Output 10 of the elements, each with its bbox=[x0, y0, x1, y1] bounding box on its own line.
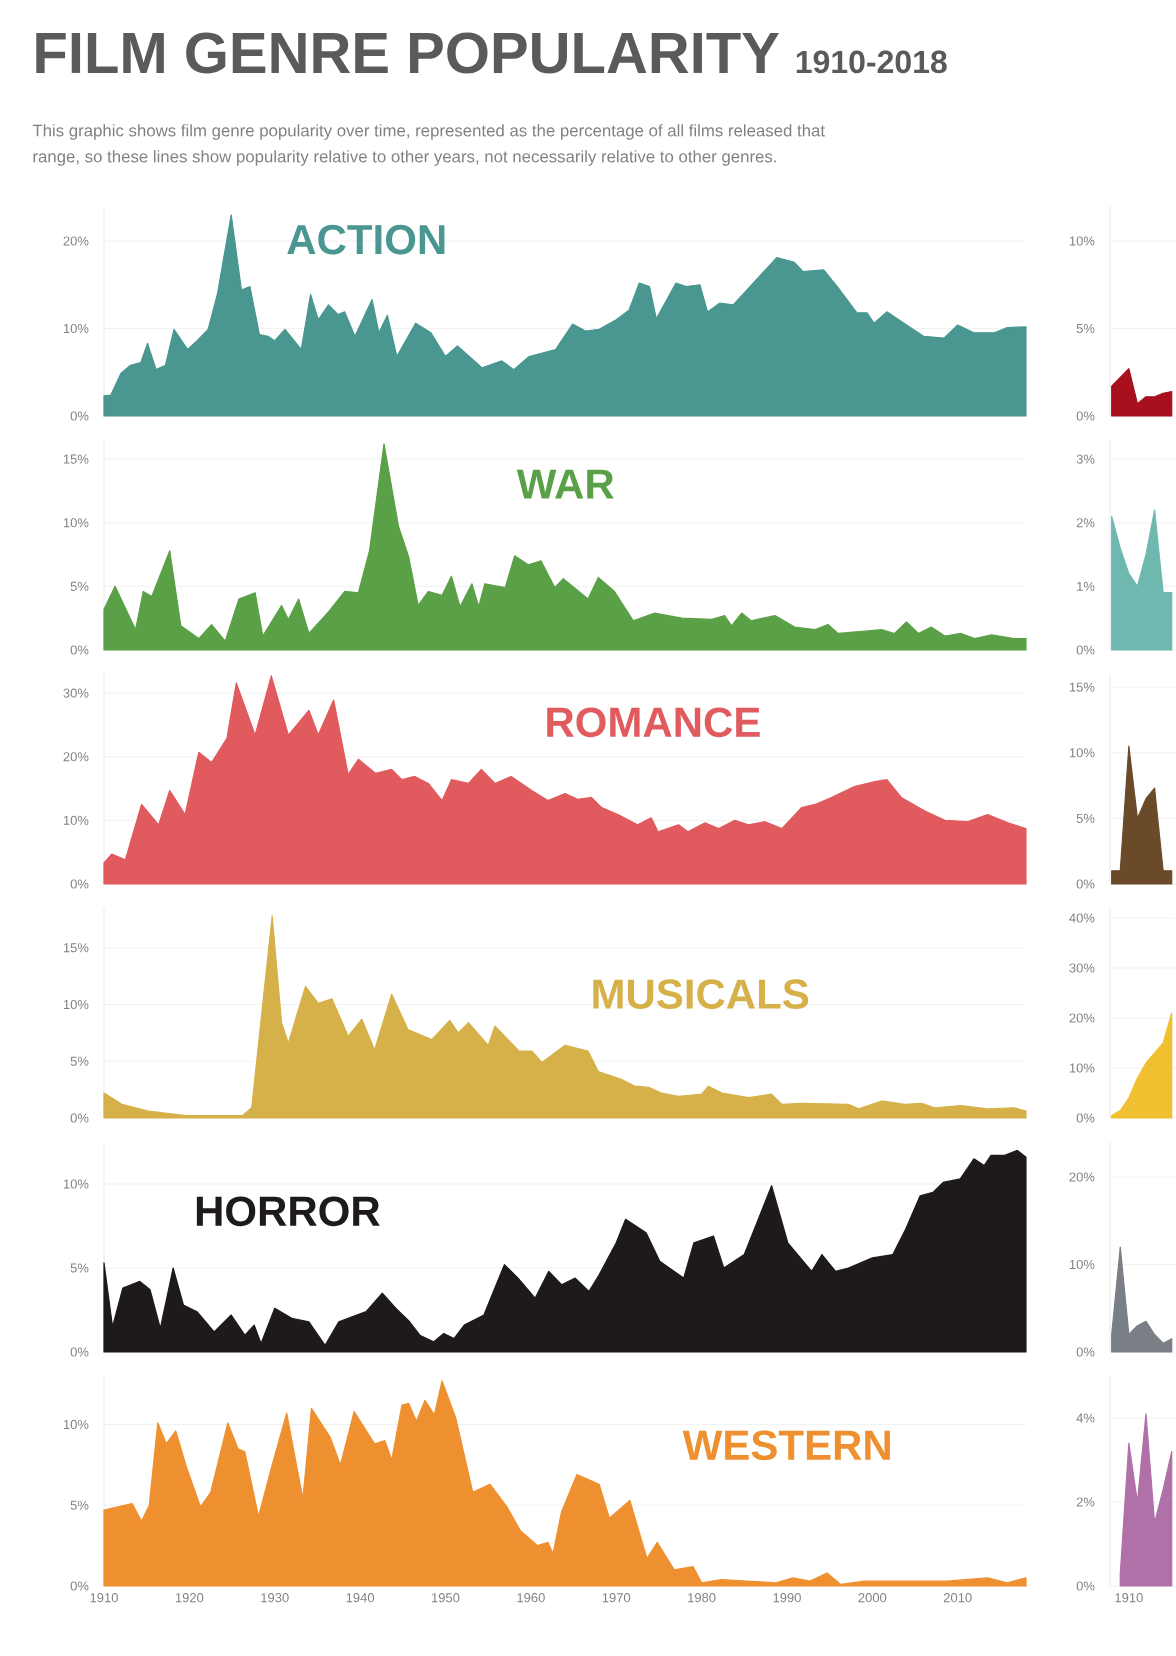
series-label: HORROR bbox=[196, 1196, 380, 1227]
series-label: MUSICALS bbox=[593, 979, 809, 1009]
text: This graphic shows film genre popularity over time, represented as the percentage of all films released that bbox=[32, 124, 825, 140]
chart-title: FILM GENRE POPULARITY bbox=[36, 32, 779, 74]
text: range, so these lines show popularity relative to other years, not necessarily relative to other genres. bbox=[33, 150, 776, 166]
chart-subtitle: 1910-2018 bbox=[796, 50, 947, 74]
series-label: ACTION bbox=[287, 224, 445, 255]
series-label: WESTERN bbox=[682, 1430, 890, 1461]
series-label: ROMANCE bbox=[547, 707, 760, 738]
series-label: WAR bbox=[516, 469, 614, 499]
